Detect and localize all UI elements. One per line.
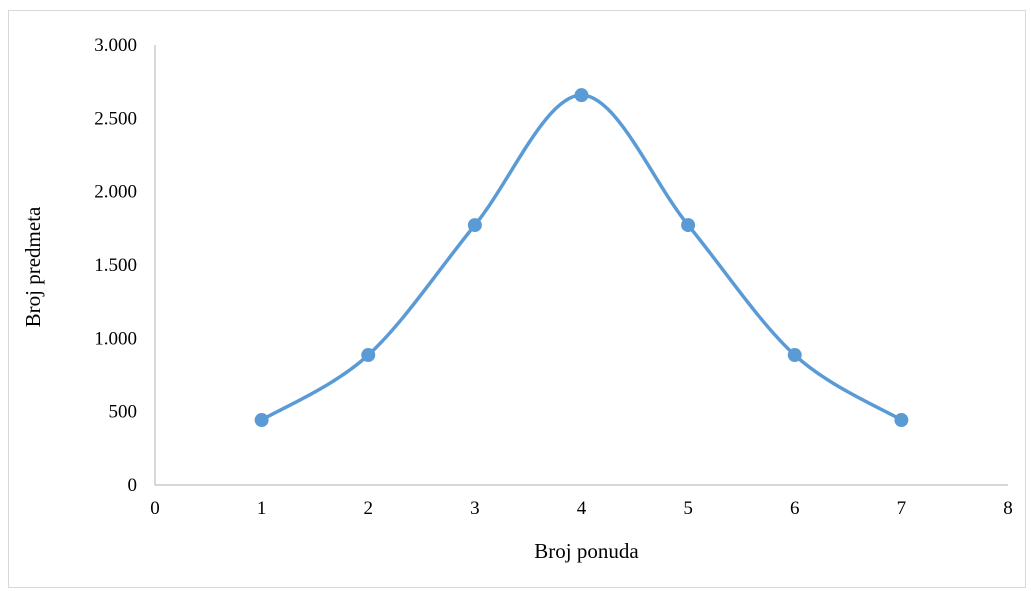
- x-tick-label: 4: [577, 498, 587, 519]
- data-point: [681, 218, 696, 233]
- data-point: [467, 218, 482, 233]
- x-tick-label: 3: [470, 498, 480, 519]
- x-tick-label: 6: [790, 498, 800, 519]
- data-point: [574, 88, 589, 103]
- chart-area: [8, 10, 1026, 588]
- y-tick-label: 0: [128, 475, 138, 496]
- x-tick-label: 8: [1003, 498, 1013, 519]
- y-axis-ticks: 0 500 1.000 1.500 2.000 2.500 3.000: [94, 35, 137, 496]
- x-axis-ticks: 0 1 2 3 4 5 6 7 8: [150, 498, 1013, 519]
- x-tick-label: 5: [683, 498, 693, 519]
- data-point: [894, 413, 909, 428]
- data-point: [787, 348, 802, 363]
- series-layer: [254, 88, 909, 428]
- x-tick-label: 7: [897, 498, 907, 519]
- x-tick-label: 1: [257, 498, 267, 519]
- y-tick-label: 3.000: [94, 35, 137, 56]
- data-point: [361, 348, 376, 363]
- y-tick-label: 500: [109, 402, 138, 423]
- y-tick-label: 1.500: [94, 255, 137, 276]
- y-tick-label: 2.000: [94, 182, 137, 203]
- y-axis-title: Broj predmeta: [21, 206, 45, 327]
- data-point: [254, 413, 269, 428]
- y-tick-label: 1.000: [94, 328, 137, 349]
- series-line: [259, 93, 904, 422]
- y-tick-label: 2.500: [94, 108, 137, 129]
- x-tick-label: 0: [150, 498, 160, 519]
- x-axis-title: Broj ponuda: [534, 539, 639, 563]
- x-tick-label: 2: [364, 498, 374, 519]
